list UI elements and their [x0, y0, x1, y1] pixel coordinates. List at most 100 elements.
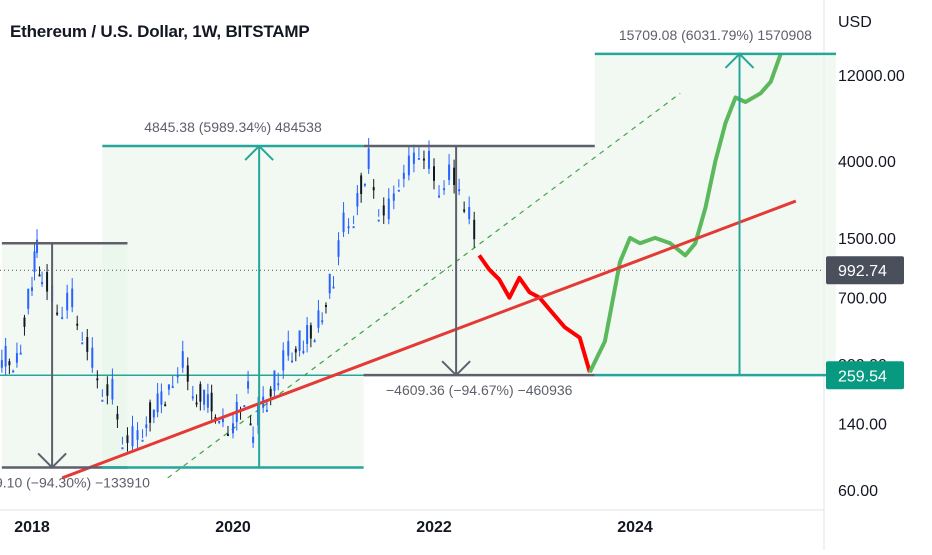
- candle-body: [427, 150, 430, 169]
- candle-body: [273, 370, 276, 391]
- candle-body: [66, 292, 69, 311]
- candle-body: [337, 240, 340, 257]
- candle-body: [298, 330, 301, 351]
- arrow-up-icon: [724, 52, 755, 69]
- candle-body: [356, 193, 359, 207]
- projection-down-path: [477, 254, 592, 373]
- candle-body: [141, 439, 144, 442]
- candle-body: [367, 148, 370, 169]
- candle-body: [324, 305, 327, 308]
- candle-body: [313, 340, 316, 343]
- candle-body: [0, 360, 3, 368]
- candle-body: [86, 337, 89, 352]
- measure-box: [363, 146, 595, 376]
- candle-body: [287, 341, 290, 356]
- candle-body: [473, 219, 476, 240]
- candle-body: [468, 207, 471, 220]
- candle-body: [116, 413, 119, 420]
- candle-body: [214, 417, 217, 420]
- candle-body: [363, 183, 366, 186]
- candle-body: [33, 251, 36, 272]
- candle-body: [232, 423, 234, 434]
- candle-body: [328, 273, 331, 294]
- candle-body: [46, 272, 49, 292]
- candle-body: [291, 360, 294, 363]
- candle-body: [131, 426, 134, 447]
- candle-body: [96, 378, 99, 381]
- candle-body: [433, 166, 435, 181]
- projection-up-path: [588, 53, 783, 374]
- candle-body: [126, 435, 129, 443]
- time-tick-label: 2020: [215, 519, 251, 536]
- candle-body: [36, 239, 39, 253]
- candle-body: [186, 365, 189, 382]
- candle-body: [277, 383, 280, 386]
- candle-body: [61, 317, 64, 320]
- candle-body: [106, 384, 109, 396]
- price-tick-label: 12000.00: [838, 68, 905, 85]
- candle-body: [121, 447, 124, 450]
- candle-body: [282, 350, 285, 371]
- candle-body: [31, 287, 33, 291]
- candle-body: [76, 323, 79, 326]
- measurement-label: −4609.36 (−94.67%) −460936: [386, 382, 573, 398]
- candle-body: [417, 157, 420, 160]
- candle-body: [210, 392, 213, 412]
- candle-body: [463, 209, 466, 212]
- candle-body: [397, 189, 400, 192]
- candle-body: [332, 286, 335, 289]
- candle-body: [309, 325, 312, 339]
- price-tick-label: 4000.00: [838, 154, 896, 171]
- candle-body: [56, 312, 59, 315]
- candle-body: [111, 378, 114, 400]
- candle-body: [372, 187, 375, 191]
- chart-title: Ethereum / U.S. Dollar, 1W, BITSTAMP: [10, 22, 310, 41]
- arrow-down-icon: [441, 360, 471, 377]
- candle-body: [347, 226, 350, 229]
- candle-body: [458, 189, 461, 192]
- candle-body: [257, 404, 260, 426]
- candle-body: [243, 405, 246, 408]
- candle-body: [352, 226, 355, 229]
- candle-body: [218, 420, 221, 423]
- price-tick-label: 60.00: [838, 483, 878, 500]
- candle-body: [448, 164, 451, 180]
- marked-price-label: 259.54: [838, 368, 887, 385]
- candle-body: [38, 274, 41, 277]
- candle-body: [181, 351, 184, 368]
- candle-body: [402, 172, 405, 179]
- candle-body: [164, 404, 167, 407]
- candle-body: [81, 342, 84, 345]
- candle-body: [23, 317, 26, 327]
- candle-body: [247, 381, 250, 389]
- candle-body: [306, 325, 309, 344]
- candle-body: [252, 436, 255, 443]
- candle-body: [206, 394, 209, 408]
- marked-price-badge: [826, 361, 904, 390]
- candle-body: [342, 212, 345, 232]
- candle-body: [19, 352, 22, 355]
- candle-body: [360, 175, 363, 195]
- candle-body: [171, 386, 174, 389]
- candle-body: [4, 345, 7, 367]
- price-tick-label: 1500.00: [838, 231, 896, 248]
- price-tick-label: 140.00: [838, 417, 887, 434]
- measure-box: [594, 53, 836, 376]
- candle-body: [407, 155, 410, 176]
- candle-body: [269, 388, 272, 397]
- candle-body: [203, 389, 206, 405]
- candle-body: [387, 198, 390, 220]
- support-trendline[interactable]: [61, 199, 797, 480]
- candle-body: [294, 348, 297, 353]
- measurement-label: 4845.38 (5989.34%) 484538: [144, 119, 322, 135]
- candle-body: [156, 393, 159, 413]
- candle-body: [41, 282, 44, 285]
- time-tick-label: 2022: [416, 519, 452, 536]
- time-tick-label: 2024: [617, 519, 653, 536]
- candle-body: [160, 391, 163, 405]
- candle-body: [226, 433, 229, 436]
- arrow-up-icon: [244, 144, 274, 161]
- candle-body: [412, 152, 415, 164]
